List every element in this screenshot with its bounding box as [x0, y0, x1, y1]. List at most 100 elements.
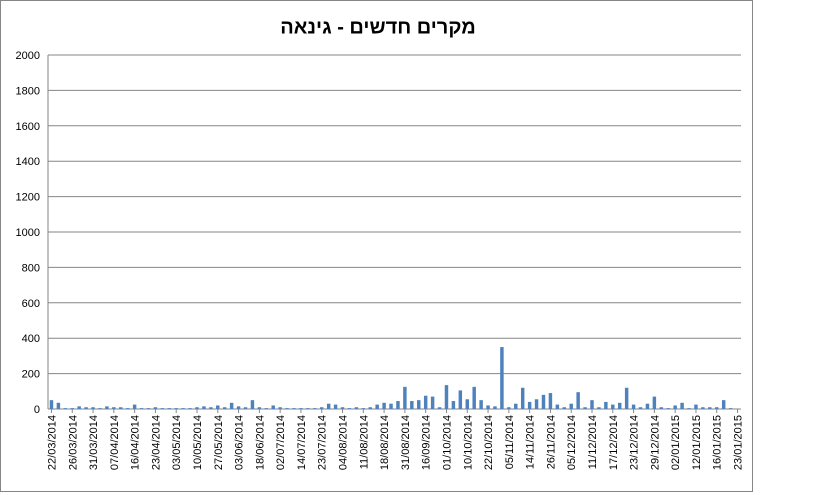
bar	[721, 400, 726, 409]
x-tick-label: 10/05/2014	[192, 415, 204, 470]
bar	[229, 402, 234, 409]
bar	[701, 407, 705, 409]
bar	[125, 408, 130, 409]
x-tick-label: 05/12/2014	[566, 415, 578, 470]
bar	[167, 408, 172, 409]
bar	[493, 406, 497, 409]
x-tick-label: 04/08/2014	[338, 415, 350, 470]
x-tick-label: 05/11/2014	[504, 415, 516, 469]
bar	[84, 407, 88, 409]
bar	[638, 407, 643, 409]
x-tick-label: 03/05/2014	[171, 415, 183, 470]
bar	[299, 408, 303, 409]
bar	[631, 404, 636, 409]
bar	[70, 408, 74, 409]
bar	[306, 408, 310, 409]
x-tick-label: 26/11/2014	[545, 415, 557, 469]
bar	[624, 387, 629, 409]
x-tick-label: 27/05/2014	[213, 415, 225, 470]
y-tick-label: 1000	[16, 227, 40, 239]
bar	[555, 404, 560, 409]
bar	[340, 407, 345, 409]
x-tick-label: 11/12/2014	[587, 415, 599, 469]
x-tick-label: 18/06/2014	[254, 415, 266, 470]
y-tick-label: 800	[22, 262, 40, 274]
x-tick-label: 26/03/2014	[67, 415, 79, 470]
x-tick-label: 29/12/2014	[649, 415, 661, 470]
bar	[583, 407, 587, 409]
bar	[465, 399, 469, 409]
bar	[250, 400, 255, 409]
bar	[160, 408, 165, 409]
bar	[119, 407, 123, 409]
bar	[486, 405, 490, 409]
x-tick-label: 02/01/2015	[670, 415, 682, 470]
bar	[597, 407, 601, 409]
bar	[611, 404, 615, 409]
bar	[562, 407, 567, 409]
y-tick-label: 0	[34, 404, 40, 416]
bar	[417, 400, 421, 409]
x-tick-label: 14/07/2014	[296, 415, 308, 470]
bar	[659, 407, 664, 409]
bar	[181, 408, 185, 409]
bar	[236, 406, 241, 409]
bar	[354, 407, 359, 409]
x-tick-label: 14/11/2014	[525, 415, 537, 469]
x-tick-label: 03/06/2014	[234, 415, 246, 470]
bar	[666, 408, 670, 409]
bar	[132, 404, 137, 409]
bar	[430, 396, 435, 409]
bar	[479, 400, 483, 409]
x-tick-label: 16/09/2014	[421, 415, 433, 470]
bar	[437, 407, 442, 409]
bar	[444, 385, 449, 409]
x-tick-label: 23/12/2014	[629, 415, 641, 470]
y-tick-label: 1800	[16, 85, 40, 97]
x-tick-label: 16/01/2015	[712, 415, 724, 470]
bar	[326, 403, 331, 409]
bar	[617, 402, 622, 409]
bar	[91, 407, 95, 409]
bar	[146, 408, 151, 409]
bar	[313, 408, 317, 409]
bar	[139, 408, 144, 409]
bar	[243, 407, 248, 409]
x-tick-label: 23/01/2015	[733, 415, 745, 470]
bar	[472, 386, 476, 409]
bar	[216, 405, 220, 409]
x-tick-label: 22/03/2014	[46, 415, 58, 470]
bar	[333, 404, 338, 409]
x-tick-label: 18/08/2014	[379, 415, 391, 470]
bar	[389, 403, 393, 409]
bar	[604, 401, 608, 409]
y-tick-label: 1600	[16, 121, 40, 133]
bar	[652, 396, 657, 409]
bar	[112, 407, 116, 409]
y-tick-label: 2000	[16, 50, 40, 62]
bar	[361, 408, 366, 409]
bar	[105, 406, 109, 409]
bar	[320, 407, 324, 409]
bar	[382, 402, 386, 409]
bar	[77, 406, 81, 409]
bar	[541, 394, 546, 409]
bar	[514, 403, 518, 409]
bar	[278, 407, 282, 409]
y-tick-label: 200	[22, 369, 40, 381]
bar	[451, 401, 456, 409]
bar	[520, 387, 525, 409]
bar	[375, 404, 379, 409]
bar	[222, 407, 227, 409]
bar	[98, 408, 102, 409]
bar	[590, 400, 594, 409]
x-tick-label: 10/10/2014	[462, 415, 474, 470]
bar	[569, 403, 573, 409]
y-tick-label: 1200	[16, 192, 40, 204]
bar	[403, 386, 407, 409]
bar	[153, 407, 158, 409]
y-tick-label: 600	[22, 298, 40, 310]
bar	[264, 408, 269, 409]
x-tick-label: 02/07/2014	[275, 415, 287, 470]
y-tick-label: 1400	[16, 156, 40, 168]
